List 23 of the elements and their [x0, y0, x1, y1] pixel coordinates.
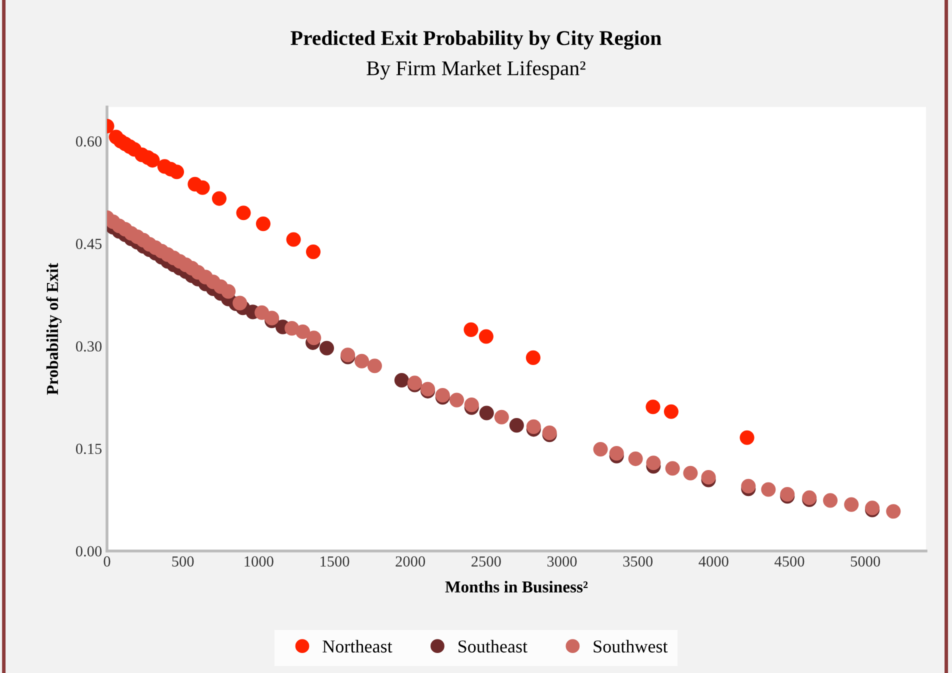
x-tick-label: 0	[104, 556, 110, 567]
chart-title: Predicted Exit Probability by City Region	[290, 30, 662, 50]
legend-label: Southeast	[458, 640, 528, 653]
y-tick-label: 0.45	[76, 238, 102, 250]
x-tick-label: 4500	[774, 556, 804, 567]
chart-subtitle: By Firm Market Lifespan²	[366, 60, 586, 80]
x-tick-label: 2500	[472, 556, 501, 567]
legend-label: Southwest	[594, 640, 668, 653]
x-axis-title: Months in Business²	[445, 580, 588, 593]
x-tick-label: 4000	[698, 556, 728, 567]
x-tick-label: 500	[172, 556, 194, 567]
y-axis-title: Probability of Exit	[46, 263, 62, 395]
y-tick-label: 0.60	[76, 136, 102, 147]
y-tick-label: 0.15	[76, 444, 102, 454]
x-tick-label: 3500	[623, 556, 653, 567]
legend-label: Northeast	[322, 640, 392, 653]
x-tick-label: 5000	[850, 556, 880, 567]
x-tick-label: 2000	[396, 556, 426, 567]
x-tick-label: 1000	[244, 556, 274, 567]
x-tick-label: 1500	[320, 556, 350, 567]
y-tick-label: 0.00	[76, 546, 102, 557]
x-tick-label: 3000	[547, 556, 577, 567]
y-tick-label: 0.30	[76, 341, 102, 352]
